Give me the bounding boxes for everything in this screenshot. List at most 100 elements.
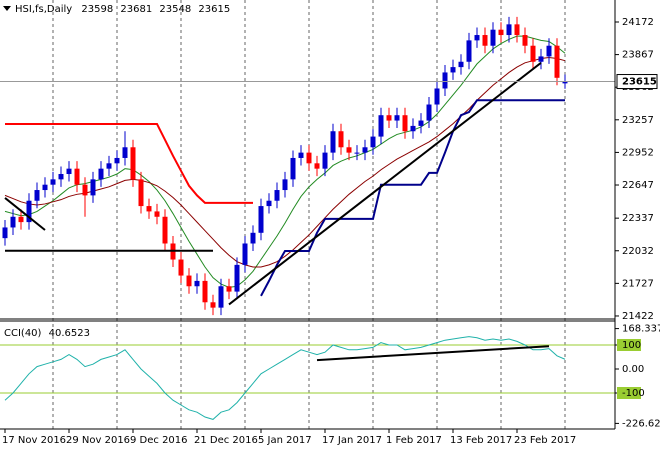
level-box — [617, 338, 641, 351]
candle-body — [258, 206, 264, 233]
candle-body — [474, 35, 480, 41]
y-tick-label: 22647 — [622, 180, 654, 191]
y-tick-label: 23867 — [622, 50, 654, 61]
y-tick-label: 0.00 — [622, 364, 644, 375]
cci-title: CCI(40) — [4, 328, 42, 339]
candle-body — [434, 88, 440, 105]
candle-body — [250, 232, 256, 244]
candle-body — [450, 67, 456, 73]
candle-body — [146, 206, 152, 212]
y-tick-label: 22337 — [622, 213, 654, 224]
y-tick-label: 22952 — [622, 147, 654, 158]
candle-body — [562, 81, 568, 84]
candle-body — [74, 168, 80, 185]
candle-body — [522, 35, 528, 46]
candle-body — [458, 61, 464, 68]
candle-body — [50, 179, 56, 185]
candle-body — [218, 286, 224, 308]
candle-body — [330, 131, 336, 153]
candle-body — [98, 168, 104, 180]
indicator-line — [5, 122, 253, 204]
candle-body — [378, 115, 384, 137]
x-tick-label: 9 Dec 2016 — [130, 435, 188, 446]
cci-line — [4, 336, 566, 420]
candle-body — [346, 147, 352, 153]
candle-body — [282, 179, 288, 191]
candle-body — [466, 40, 472, 62]
candle-body — [482, 35, 488, 46]
y-tick-label: 23257 — [622, 115, 654, 126]
y-tick-label: 22032 — [622, 246, 654, 257]
x-tick-label: 17 Nov 2016 — [2, 435, 66, 446]
candle-body — [210, 302, 216, 308]
candle-body — [226, 286, 232, 292]
header-low: 23548 — [159, 4, 191, 15]
candle-body — [314, 163, 320, 169]
candle-body — [82, 184, 88, 196]
candle-body — [362, 147, 368, 153]
candle-body — [370, 136, 376, 148]
x-tick-label: 17 Jan 2017 — [322, 435, 382, 446]
candle-body — [18, 216, 24, 223]
header-open: 23598 — [81, 4, 113, 15]
plot-layer — [0, 0, 615, 433]
trendline — [228, 62, 542, 306]
candle-body — [34, 190, 40, 201]
candle-body — [234, 264, 240, 292]
candle-body — [322, 152, 328, 169]
x-tick-label: 13 Feb 2017 — [450, 435, 512, 446]
candle-body — [114, 157, 120, 164]
candle-body — [506, 24, 512, 36]
candle-body — [442, 72, 448, 89]
candle-body — [530, 45, 536, 62]
candle-body — [298, 152, 304, 158]
candle-body — [66, 168, 72, 175]
x-tick-label: 5 Jan 2017 — [258, 435, 312, 446]
candle-body — [10, 216, 16, 228]
indicator-line — [4, 56, 566, 268]
candle-body — [162, 216, 168, 244]
candle-body — [106, 163, 112, 169]
chart-header: HSI,fs,Daily 23598 23681 23548 23615 — [15, 4, 230, 15]
candle-body — [426, 104, 432, 121]
candle-body — [194, 280, 200, 287]
header-high: 23681 — [120, 4, 152, 15]
x-tick-label: 21 Dec 2016 — [194, 435, 258, 446]
indicator-line — [260, 99, 565, 297]
x-tick-label: 29 Nov 2016 — [66, 435, 130, 446]
x-tick-label: 23 Feb 2017 — [514, 435, 576, 446]
candle-body — [186, 275, 192, 287]
candle-body — [490, 29, 496, 46]
candle-body — [394, 115, 400, 121]
candle-body — [386, 115, 392, 121]
candle-body — [290, 157, 296, 180]
candle-body — [90, 179, 96, 196]
candle-body — [338, 131, 344, 148]
candle-body — [42, 184, 48, 191]
candle-body — [418, 120, 424, 126]
candle-body — [410, 125, 416, 132]
candle-body — [306, 152, 312, 164]
candle-body — [274, 190, 280, 201]
level-box — [617, 387, 641, 400]
last-price-box — [616, 74, 658, 90]
trendline — [4, 197, 46, 231]
header-close: 23615 — [198, 4, 230, 15]
candle-body — [178, 259, 184, 276]
candle-body — [266, 200, 272, 207]
candle-body — [26, 200, 32, 223]
x-tick-label: 1 Feb 2017 — [386, 435, 442, 446]
y-tick-label: 21422 — [622, 311, 654, 322]
candle-body — [538, 56, 544, 62]
y-tick-label: 168.3379 — [622, 324, 660, 335]
cci-header: CCI(40) 40.6523 — [4, 328, 90, 339]
symbol-title: HSI,fs,Daily — [15, 4, 72, 15]
candle-body — [546, 45, 552, 57]
y-tick-label: -226.6201 — [622, 418, 660, 429]
candle-body — [58, 174, 64, 180]
y-tick-label: 100 — [622, 340, 641, 351]
candle-body — [202, 280, 208, 303]
candle-body — [554, 45, 560, 78]
cci-value: 40.6523 — [49, 328, 90, 339]
